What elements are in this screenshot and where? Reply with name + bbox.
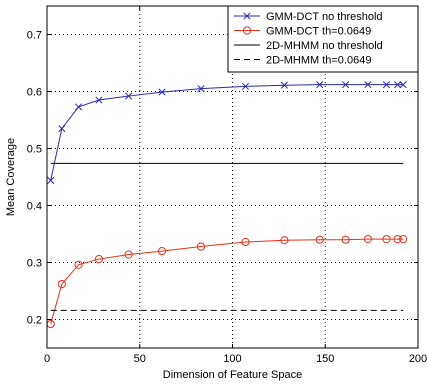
x-axis-label: Dimension of Feature Space: [163, 369, 302, 381]
legend-entry-2: GMM-DCT th=0.0649: [234, 26, 371, 38]
series-2-circle-marker: [363, 235, 373, 244]
series-1-x-marker: [364, 81, 372, 89]
legend-entry-1-label: GMM-DCT no threshold: [266, 11, 383, 23]
legend-box: [227, 5, 419, 73]
series-2-circle-marker: [341, 235, 350, 244]
series-1-x-marker: [399, 81, 407, 89]
y-axis-label: Mean Coverage: [5, 138, 17, 216]
legend: GMM-DCT no threshold GMM-DCT th=0.0649 2D-…: [227, 5, 419, 73]
y-tick-label: 0.2: [27, 315, 42, 327]
x-tick-label: 150: [316, 353, 334, 365]
y-tick-label: 0.5: [27, 144, 42, 156]
x-tick-label: 0: [44, 353, 50, 365]
legend-entry-4: 2D-MHMM th=0.0649: [234, 55, 371, 67]
series-2-circle-marker: [315, 235, 324, 244]
y-tick-label: 0.7: [27, 30, 42, 42]
y-tick-label: 0.6: [27, 87, 42, 99]
legend-entry-1: GMM-DCT no threshold: [234, 11, 383, 23]
series-2-circle-marker: [124, 250, 133, 259]
series-1-x-marker: [47, 176, 55, 184]
series-1-x-marker: [394, 81, 402, 89]
series-1-x-marker: [342, 81, 350, 89]
series-1-x-marker: [158, 88, 166, 96]
series-1-line: [50, 84, 404, 181]
series-2-circle-marker: [57, 280, 66, 289]
x-tick-label: 200: [409, 353, 427, 365]
series-1-x-marker: [316, 81, 324, 89]
legend-entry-4-label: 2D-MHMM th=0.0649: [266, 55, 371, 67]
series-2-circle-marker: [393, 235, 402, 244]
series-2-circle-marker: [157, 247, 167, 256]
legend-entry-2-circle-marker: [242, 26, 252, 35]
series-1-x-marker: [74, 103, 83, 111]
axis-ticks: 0 50 100 150 200 0.2 0.3 0.4 0.5 0.6 0.7: [27, 6, 427, 365]
series-1-x-marker: [241, 82, 250, 90]
series-2-line: [50, 238, 404, 325]
series-1-x-marker: [58, 124, 66, 133]
legend-entry-1-x-marker: [243, 12, 251, 20]
legend-entry-2-label: GMM-DCT th=0.0649: [266, 26, 371, 38]
series-1: [47, 81, 407, 184]
legend-entry-3-label: 2D-MHMM no threshold: [266, 40, 383, 52]
series-2-circle-marker: [241, 237, 250, 247]
y-tick-label: 0.4: [27, 201, 42, 213]
series-2-circle-marker: [74, 260, 83, 269]
x-tick-label: 100: [223, 353, 241, 365]
x-tick-label: 50: [134, 353, 146, 365]
y-tick-label: 0.3: [27, 258, 42, 270]
series-2: [46, 235, 408, 329]
series-1-x-marker: [125, 92, 133, 100]
series-2-circle-marker: [196, 242, 206, 251]
series-2-circle-marker: [399, 235, 408, 244]
series-1-x-marker: [95, 96, 103, 104]
series-2-circle-marker: [94, 254, 104, 264]
series-2-circle-marker: [280, 236, 289, 245]
series-1-x-marker: [382, 81, 391, 89]
series-1-x-marker: [280, 81, 288, 89]
series-layer: [46, 81, 408, 329]
legend-entry-3: 2D-MHMM no threshold: [234, 40, 383, 52]
series-1-x-marker: [197, 85, 205, 93]
series-2-circle-marker: [382, 235, 391, 244]
